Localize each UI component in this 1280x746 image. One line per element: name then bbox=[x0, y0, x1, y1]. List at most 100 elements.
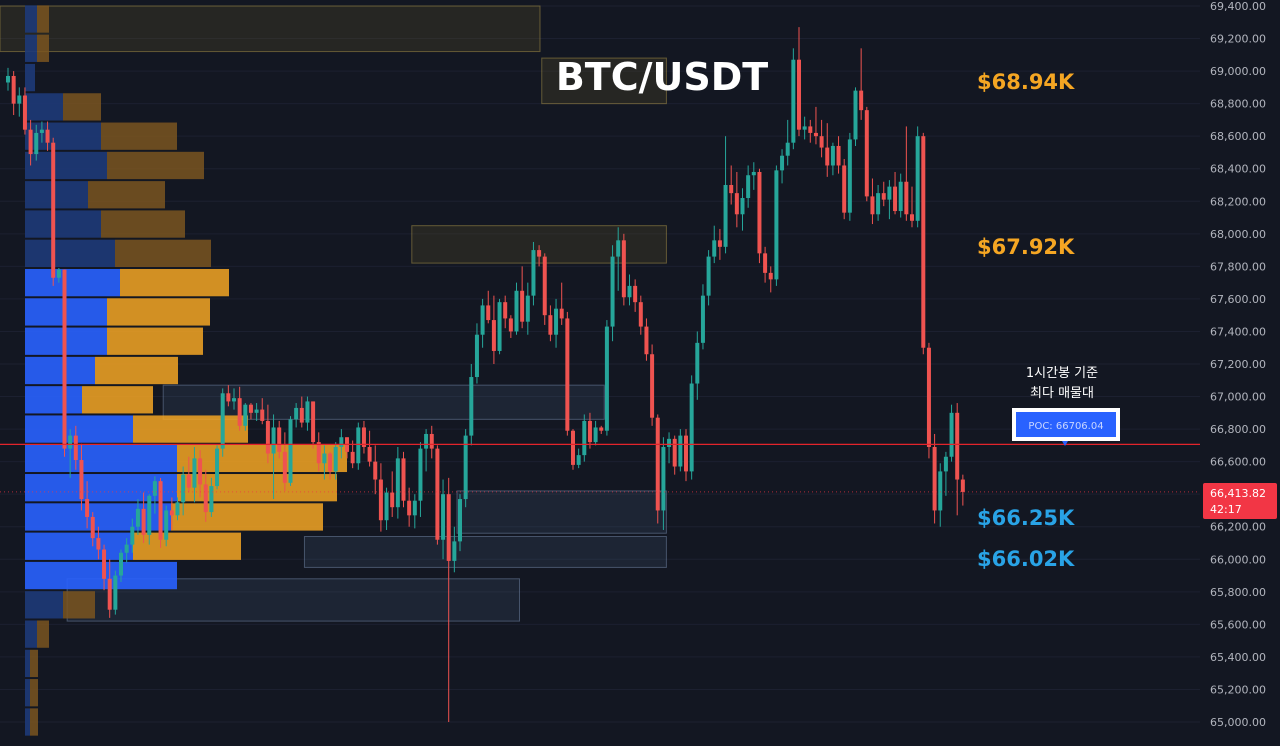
profile-sell-bar bbox=[37, 34, 49, 62]
candle bbox=[921, 132, 926, 355]
candle bbox=[254, 403, 259, 421]
profile-buy-bar bbox=[25, 34, 37, 62]
candle bbox=[6, 67, 10, 91]
candle bbox=[508, 315, 513, 338]
candle bbox=[356, 422, 361, 470]
price-axis[interactable]: 69,400.00 69,200.00 69,000.00 68,800.00 68,6… bbox=[1210, 0, 1266, 729]
candle bbox=[520, 266, 525, 329]
candle-body bbox=[181, 474, 186, 503]
candle bbox=[627, 274, 632, 306]
candle bbox=[407, 487, 412, 527]
profile-buy-bar bbox=[25, 679, 30, 707]
candle-body bbox=[322, 453, 327, 464]
candle-body bbox=[836, 145, 841, 166]
candle-body bbox=[164, 510, 169, 540]
candle-body bbox=[232, 398, 236, 402]
candle-body bbox=[158, 481, 163, 540]
candle-body bbox=[616, 240, 621, 257]
candle-body bbox=[203, 484, 208, 513]
y-tick-label: 65,400.00 bbox=[1210, 651, 1266, 664]
candle bbox=[740, 188, 745, 231]
candle bbox=[712, 225, 717, 264]
candle bbox=[458, 494, 462, 552]
candle-body bbox=[559, 308, 564, 319]
candle-body bbox=[169, 510, 174, 516]
candle bbox=[559, 282, 564, 325]
demand-zone bbox=[456, 490, 667, 534]
candle-body bbox=[237, 398, 242, 426]
candle bbox=[260, 398, 265, 425]
profile-sell-bar bbox=[63, 93, 101, 121]
candle-body bbox=[209, 486, 214, 513]
candle bbox=[469, 364, 474, 446]
candle-body bbox=[96, 538, 101, 550]
candles-layer bbox=[6, 27, 965, 722]
candle-body bbox=[441, 494, 446, 540]
candle bbox=[768, 266, 773, 293]
candle-body bbox=[390, 492, 395, 508]
profile-buy-bar bbox=[25, 503, 171, 531]
profile-buy-bar bbox=[25, 474, 177, 502]
candle bbox=[932, 433, 937, 524]
candle bbox=[248, 403, 253, 420]
candle-body bbox=[604, 326, 609, 431]
profile-sell-bar bbox=[107, 327, 203, 355]
candle bbox=[96, 526, 101, 560]
candle-body bbox=[62, 269, 67, 449]
candle bbox=[542, 253, 547, 325]
profile-sell-bar bbox=[107, 298, 210, 326]
candle bbox=[571, 429, 575, 470]
candle bbox=[45, 121, 50, 151]
candle-body bbox=[797, 59, 801, 130]
candle-body bbox=[384, 492, 389, 521]
candle bbox=[186, 456, 191, 493]
poc-note-line2: 최다 매물대 bbox=[1030, 386, 1094, 401]
candle bbox=[853, 87, 858, 146]
candle bbox=[265, 404, 270, 464]
candle-body bbox=[520, 290, 525, 322]
candle bbox=[582, 414, 587, 462]
candle-body bbox=[830, 145, 835, 166]
profile-buy-bar bbox=[25, 93, 63, 121]
candle-body bbox=[215, 448, 220, 487]
candle bbox=[361, 420, 366, 454]
candle-body bbox=[130, 526, 135, 545]
candle bbox=[299, 396, 304, 428]
candle-body bbox=[469, 377, 474, 436]
y-tick-label: 65,000.00 bbox=[1210, 716, 1266, 729]
candle bbox=[723, 136, 728, 254]
candle bbox=[859, 48, 864, 120]
candle-body bbox=[22, 95, 27, 130]
candle-body bbox=[768, 272, 773, 280]
y-tick-label: 67,200.00 bbox=[1210, 358, 1266, 371]
candle-body bbox=[525, 295, 530, 322]
candle bbox=[898, 173, 903, 218]
candle bbox=[926, 342, 931, 459]
candle-body bbox=[887, 186, 892, 200]
candle bbox=[232, 388, 236, 410]
candle-body bbox=[537, 250, 542, 257]
profile-sell-bar bbox=[63, 591, 95, 619]
candle-body bbox=[68, 435, 73, 449]
candle-body bbox=[135, 508, 140, 527]
candle bbox=[102, 544, 107, 591]
candle-body bbox=[463, 435, 468, 500]
candle bbox=[684, 429, 688, 482]
candle bbox=[463, 429, 468, 508]
candle-body bbox=[593, 427, 598, 443]
profile-buy-bar bbox=[25, 5, 37, 33]
candle bbox=[514, 282, 519, 335]
candle bbox=[294, 403, 299, 428]
candle-body bbox=[684, 435, 688, 472]
candle-body bbox=[644, 326, 649, 355]
candle-body bbox=[435, 448, 440, 540]
level-label: $66.25K bbox=[977, 506, 1075, 530]
y-tick-label: 69,400.00 bbox=[1210, 0, 1266, 13]
candle-body bbox=[926, 347, 931, 447]
candle bbox=[847, 132, 852, 221]
y-tick-label: 67,000.00 bbox=[1210, 391, 1266, 404]
candle-body bbox=[893, 186, 898, 212]
candle bbox=[486, 290, 491, 324]
candle-body bbox=[706, 256, 711, 296]
candle bbox=[593, 420, 598, 446]
